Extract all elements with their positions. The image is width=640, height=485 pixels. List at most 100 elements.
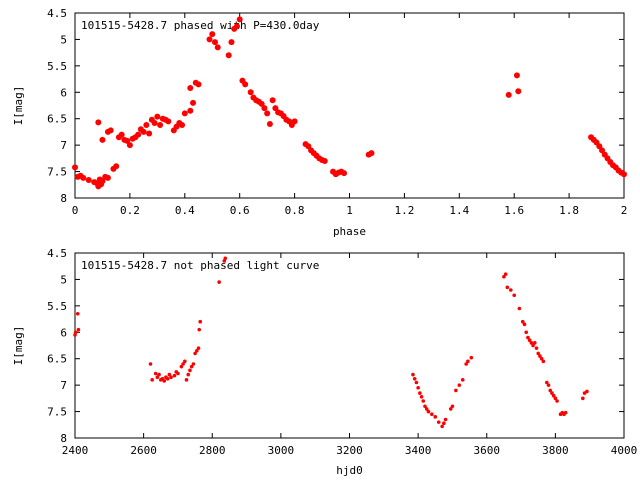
data-point: [513, 72, 520, 79]
x-tick-label: 0.6: [230, 204, 250, 217]
data-point: [183, 359, 187, 364]
x-tick-label: 1.2: [394, 204, 414, 217]
data-point: [73, 330, 78, 335]
y-tick-label: 5: [60, 33, 67, 46]
data-point: [291, 118, 298, 125]
x-tick-label: 1.6: [504, 204, 524, 217]
data-point: [135, 131, 142, 138]
data-point: [621, 171, 627, 178]
data-point: [505, 285, 510, 290]
data-point: [165, 118, 172, 125]
data-point: [191, 362, 196, 366]
data-point: [512, 293, 516, 298]
data-point: [179, 364, 184, 369]
data-point: [517, 306, 522, 311]
data-point: [448, 407, 453, 411]
data-series: [73, 256, 589, 429]
x-tick-label: 2600: [130, 444, 157, 457]
data-point: [368, 150, 375, 157]
data-point: [539, 356, 544, 361]
data-point: [450, 404, 455, 409]
data-point: [189, 364, 194, 369]
data-point: [538, 354, 542, 358]
data-point: [236, 16, 243, 23]
data-point: [454, 388, 458, 393]
data-point: [169, 375, 173, 380]
data-point: [264, 110, 271, 117]
data-point: [197, 327, 202, 332]
data-point: [524, 330, 529, 335]
x-tick-label: 1: [346, 204, 353, 217]
data-point: [502, 274, 506, 279]
data-point: [184, 378, 189, 382]
data-point: [190, 99, 197, 106]
data-point: [266, 121, 273, 127]
plot-frame: [74, 12, 625, 199]
data-point: [555, 399, 559, 403]
x-tick-label: 1.4: [449, 204, 469, 217]
data-point: [233, 23, 240, 30]
y-tick-label: 6.5: [47, 113, 67, 126]
data-point: [206, 36, 213, 43]
x-tick-label: 3800: [542, 444, 569, 457]
data-point: [151, 119, 158, 126]
chart-title: 101515-5428.7 phased with P=430.0day: [81, 19, 320, 32]
plot-frame: [74, 252, 625, 439]
data-point: [217, 280, 221, 284]
data-point: [126, 142, 133, 149]
data-point: [196, 346, 201, 350]
data-point: [414, 380, 419, 385]
x-tick-label: 1.8: [559, 204, 579, 217]
data-point: [522, 322, 527, 327]
data-point: [503, 272, 508, 276]
data-point: [143, 122, 150, 129]
data-point: [181, 362, 185, 366]
data-point: [536, 351, 541, 356]
data-point: [186, 372, 191, 377]
x-axis-label: phase: [333, 225, 366, 238]
data-point: [242, 81, 249, 88]
data-point: [154, 113, 161, 120]
x-tick-label: 2: [621, 204, 628, 217]
x-tick-label: 4000: [611, 444, 638, 457]
data-point: [162, 379, 167, 383]
data-point: [155, 375, 160, 380]
data-point: [505, 91, 512, 98]
data-point: [198, 319, 203, 324]
data-point: [188, 368, 192, 373]
y-tick-label: 7: [60, 379, 67, 392]
y-axis-label: I[mag]: [12, 326, 25, 366]
data-point: [261, 105, 268, 112]
data-point: [85, 177, 92, 184]
y-tick-label: 5.5: [47, 300, 67, 313]
data-point: [75, 311, 80, 316]
data-point: [550, 391, 554, 395]
y-tick-label: 4.5: [47, 247, 67, 260]
data-point: [411, 372, 415, 377]
y-tick-label: 7.5: [47, 166, 67, 179]
data-point: [179, 122, 186, 129]
data-point: [228, 39, 235, 46]
data-point: [423, 404, 427, 409]
data-point: [146, 130, 153, 137]
chart-panel-2: 2400 2600 2800 3000 3200 3400 3600 3800 4000 4.5 5…: [12, 247, 637, 477]
data-point: [113, 163, 120, 170]
data-point: [181, 110, 188, 117]
x-tick-label: 3200: [336, 444, 363, 457]
data-point: [541, 359, 546, 364]
data-point: [416, 385, 420, 390]
data-point: [548, 388, 553, 393]
data-point: [546, 383, 551, 387]
data-point: [527, 338, 532, 343]
data-point: [223, 256, 228, 261]
data-point: [460, 378, 465, 382]
y-tick-label: 7: [60, 139, 67, 152]
y-tick-label: 5.5: [47, 60, 67, 73]
data-point: [551, 393, 556, 398]
data-point: [140, 128, 147, 135]
data-point: [430, 412, 434, 417]
data-point: [426, 409, 431, 414]
data-point: [118, 131, 125, 138]
data-point: [321, 158, 328, 164]
data-point: [585, 389, 589, 394]
